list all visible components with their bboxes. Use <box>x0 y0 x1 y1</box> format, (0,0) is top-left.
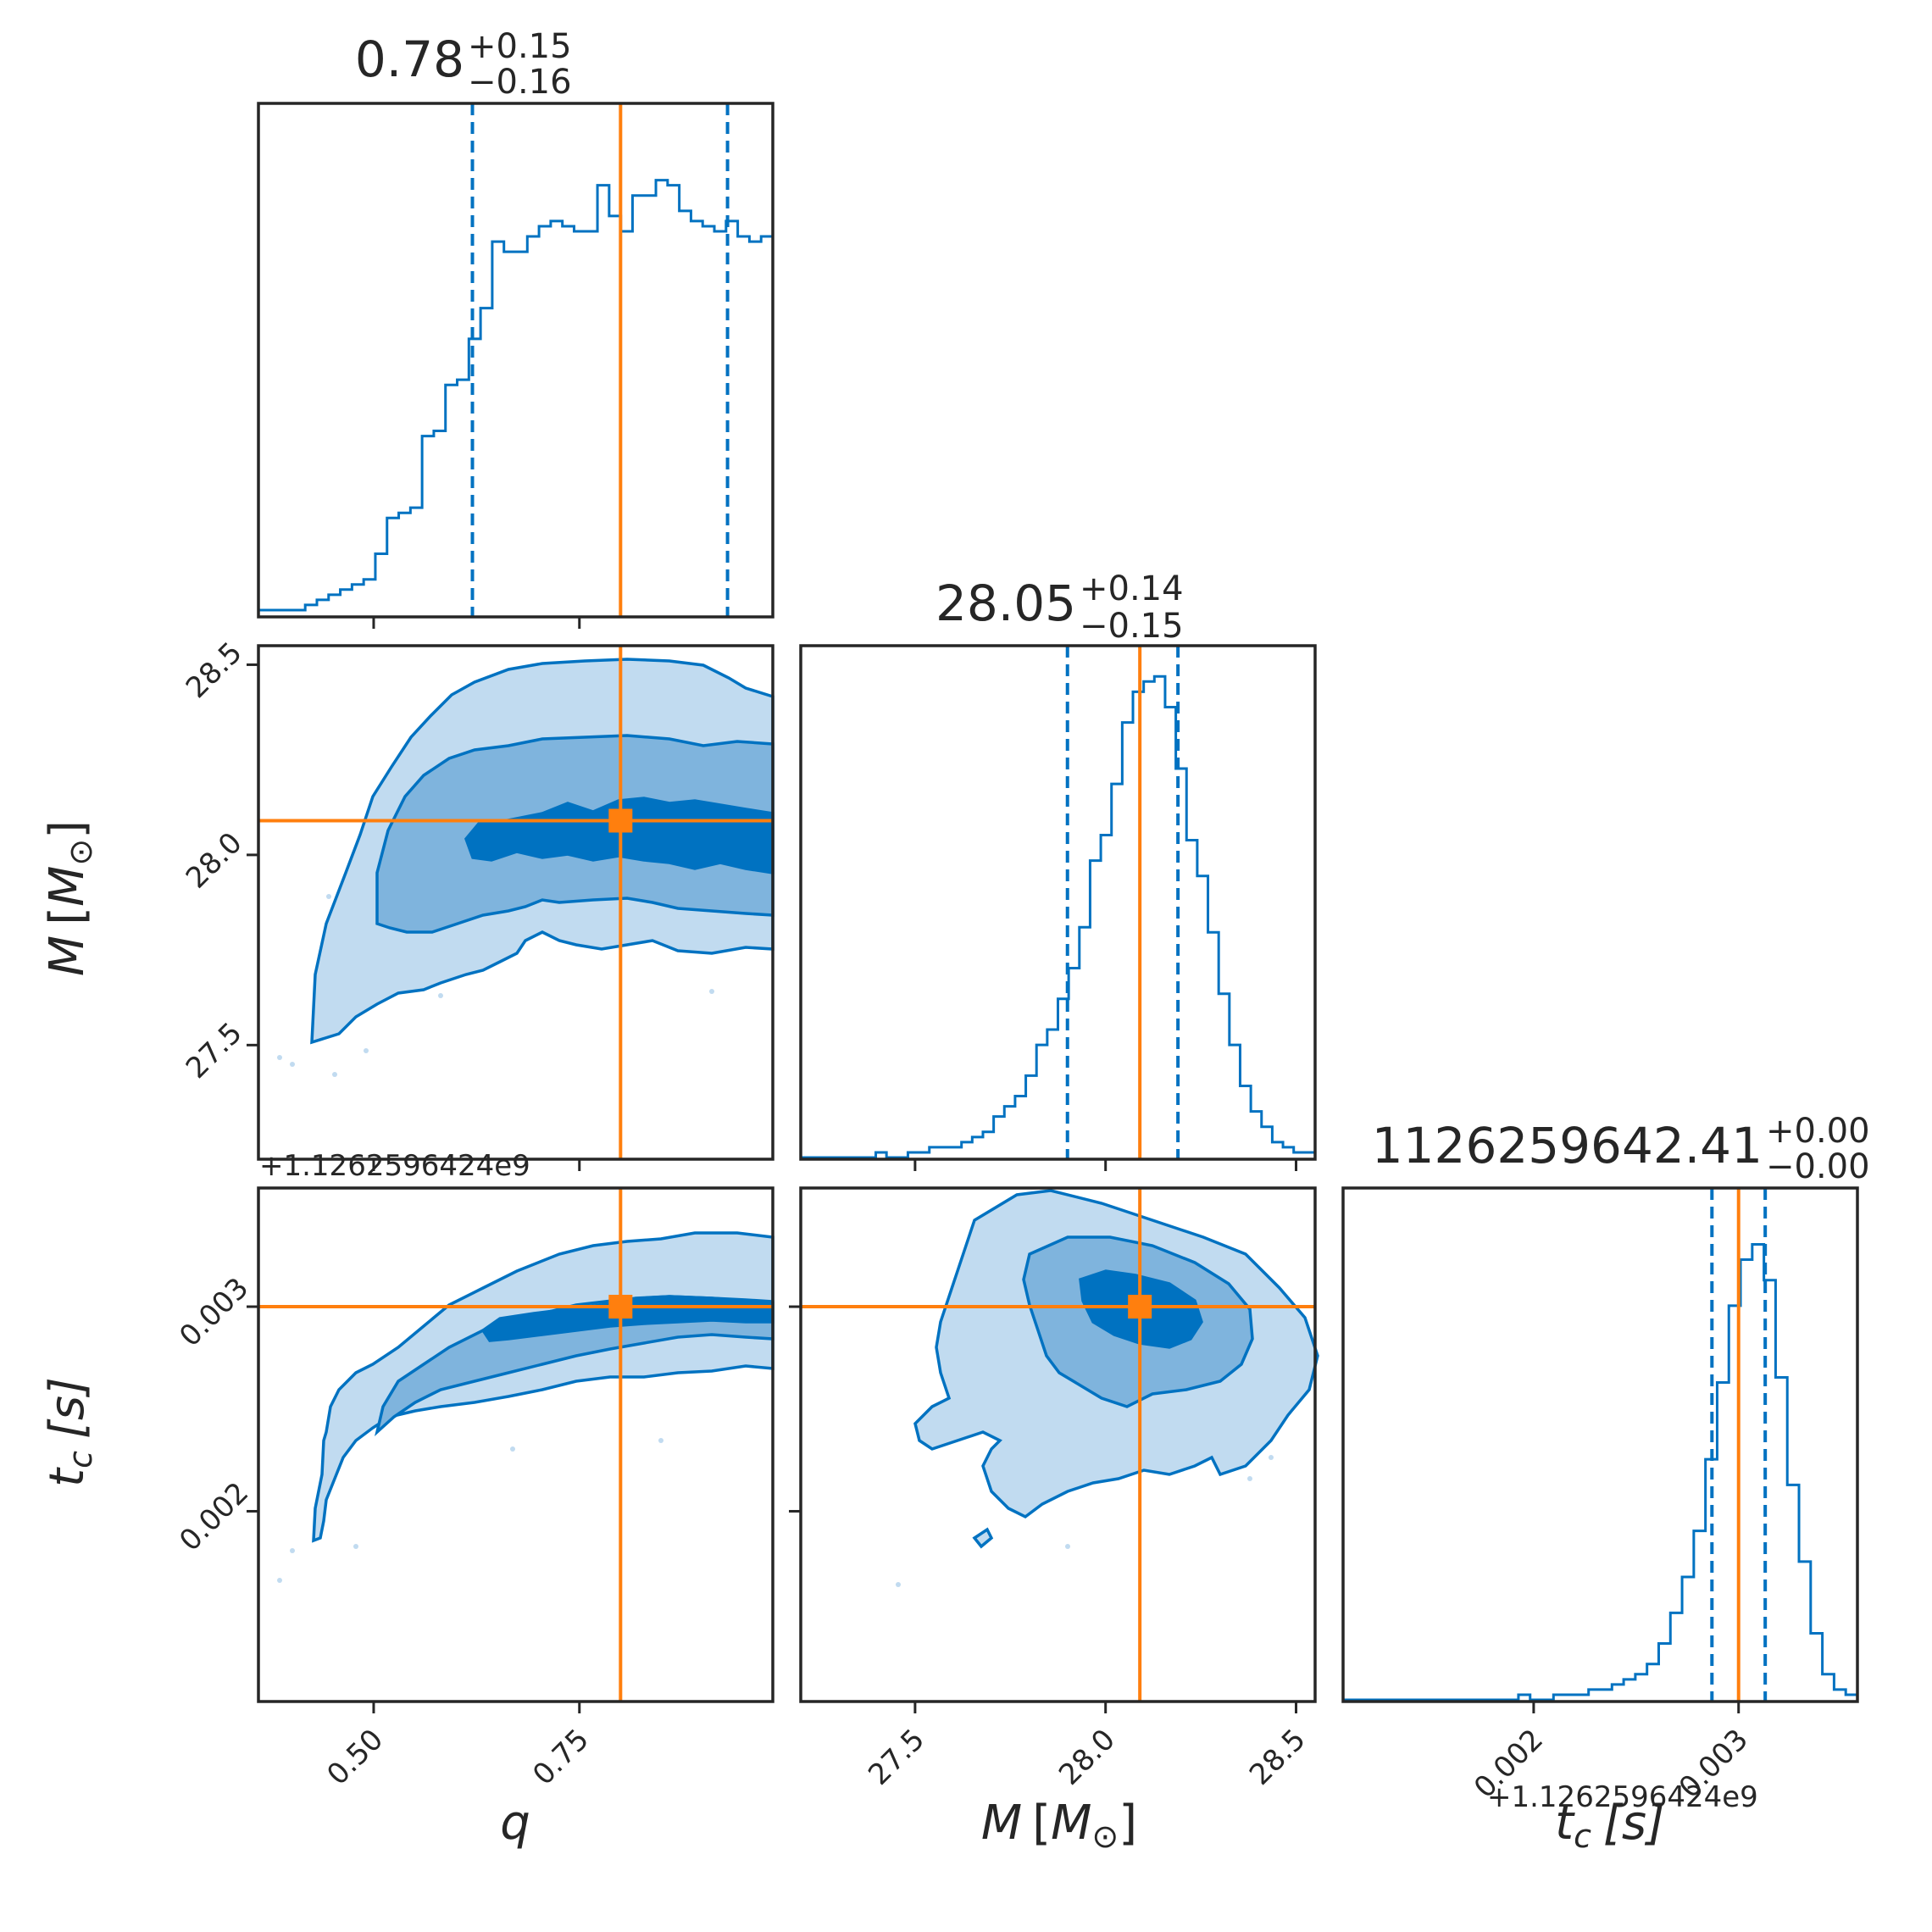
xlabel-tc-sub: c <box>1574 1818 1591 1855</box>
contour-panel-q-tc <box>312 1231 774 1543</box>
panel-frame-0-2 <box>257 1186 774 1703</box>
contour-panel-M-tc <box>913 1189 1319 1549</box>
xtick-label-M-1: 28.0 <box>1052 1723 1122 1792</box>
xlabel-M-close: ] <box>1119 1796 1137 1851</box>
panel-frame-1-2 <box>799 1186 1317 1703</box>
overlays <box>258 646 1315 1702</box>
truth-marker-q-tc <box>608 1295 633 1319</box>
xlabel-tc-unit: [s] <box>1603 1796 1665 1851</box>
ylabel-M-sym: M <box>40 866 95 907</box>
ylabel-tc-sub: c <box>62 1451 99 1468</box>
title-tc-main: 1126259642.41 <box>1372 1117 1763 1174</box>
panel-title-tc: 1126259642.41 +0.00 −0.00 <box>1372 1112 1870 1186</box>
panel-frame-1-1 <box>799 644 1317 1161</box>
xlabel-tc-var: t <box>1555 1796 1575 1851</box>
truth-marker-q-M <box>608 808 633 833</box>
xlabel-M-open: [ <box>1032 1796 1051 1851</box>
xlabel-M-sub: ⊙ <box>1091 1818 1119 1855</box>
ylabel-tc-unit: [s] <box>40 1377 95 1439</box>
contour-island-M-tc <box>972 1527 994 1549</box>
xlabel-M-var: M <box>981 1796 1022 1851</box>
ylabel-M: M[M⊙] <box>40 820 99 976</box>
title-M-plus: +0.14 <box>1080 569 1184 608</box>
ytick-label-tc-1: 0.003 <box>173 1271 255 1353</box>
ylabel-tc-var: t <box>40 1467 95 1487</box>
title-q-plus: +0.15 <box>468 27 572 66</box>
panel-title-q: 0.78 +0.15 −0.16 <box>355 27 572 102</box>
sample-dots <box>277 894 1274 1587</box>
histogram-tc-step <box>1343 1242 1857 1702</box>
ylabel-M-close: ] <box>40 820 95 839</box>
histogram-q <box>257 103 773 617</box>
offset-label-x: +1.1262596424e9 <box>1487 1780 1758 1814</box>
xtick-label-M-2: 28.5 <box>1243 1723 1313 1792</box>
histogram-tc <box>1343 1188 1857 1702</box>
xlabel-tc: tc [s] <box>1555 1796 1665 1855</box>
panel-frame-0-0 <box>257 102 774 619</box>
xtick-label-M-0: 27.5 <box>862 1723 931 1792</box>
title-tc-plus: +0.00 <box>1766 1112 1870 1151</box>
xlabel-M-sym: M <box>1051 1796 1091 1851</box>
panel-frames <box>247 102 1859 1713</box>
panel-title-M: 28.05 +0.14 −0.15 <box>935 569 1184 646</box>
ylabel-M-var: M <box>40 935 95 976</box>
ylabel-tc: tc [s] <box>40 1377 99 1487</box>
title-M-main: 28.05 <box>935 575 1076 632</box>
contour-outer-q-tc <box>312 1231 774 1543</box>
title-tc-minus: −0.00 <box>1766 1147 1870 1186</box>
xtick-label-q-1: 0.75 <box>526 1723 596 1792</box>
title-M-minus: −0.15 <box>1080 607 1184 646</box>
ytick-label-M-1: 28.0 <box>180 826 249 896</box>
panel-frame-2-2 <box>1341 1186 1859 1703</box>
histogram-q-step <box>257 179 773 615</box>
ylabel-M-sub: ⊙ <box>62 839 99 866</box>
xtick-label-q-0: 0.50 <box>320 1723 390 1792</box>
title-q-minus: −0.16 <box>468 63 572 102</box>
histogram-M-step <box>801 675 1315 1159</box>
ytick-label-M-0: 27.5 <box>180 1016 249 1085</box>
contour-panel-q-M <box>310 658 774 1045</box>
truth-marker-M-tc <box>1128 1295 1152 1319</box>
panel-frame-0-1 <box>257 644 774 1161</box>
ytick-label-tc-0: 0.002 <box>173 1476 255 1558</box>
xlabel-M: M [M⊙] <box>981 1796 1137 1855</box>
histogram-M <box>801 646 1315 1159</box>
offset-label-y: +1.1262596424e9 <box>259 1149 530 1183</box>
ytick-label-M-2: 28.5 <box>180 636 249 705</box>
title-q-main: 0.78 <box>355 31 464 88</box>
xlabel-q: q <box>500 1796 530 1851</box>
ylabel-M-open: [ <box>40 907 95 925</box>
